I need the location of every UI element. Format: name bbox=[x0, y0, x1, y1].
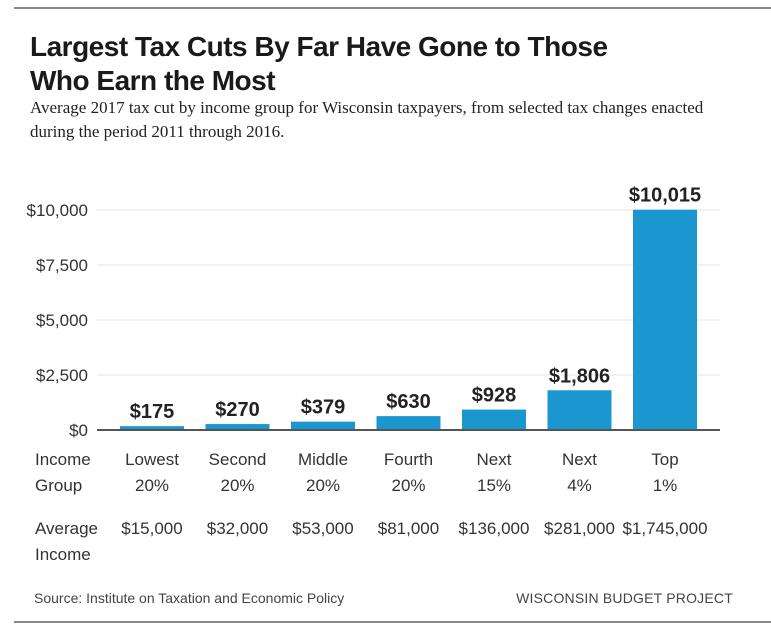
bar bbox=[120, 426, 184, 430]
income-group-label: Income Group bbox=[35, 447, 91, 499]
x-tick-label-line: Second bbox=[208, 450, 267, 469]
data-label: $379 bbox=[301, 397, 346, 419]
source-note: Source: Institute on Taxation and Econom… bbox=[34, 590, 345, 606]
average-income-value: $15,000 bbox=[121, 519, 183, 538]
data-label: $928 bbox=[472, 385, 517, 407]
top-rule bbox=[14, 7, 771, 9]
x-tick-label-line: Lowest bbox=[125, 450, 179, 469]
average-income-value: $81,000 bbox=[377, 519, 440, 538]
bar bbox=[462, 409, 526, 430]
average-income-value: $281,000 bbox=[544, 519, 615, 538]
average-income-value: $53,000 bbox=[292, 519, 354, 538]
x-tick-label-line: 4% bbox=[567, 476, 592, 495]
x-tick-label-line: Fourth bbox=[383, 450, 434, 469]
x-tick-label: Middle 20% bbox=[278, 447, 368, 499]
x-tick-label-line: 15% bbox=[476, 476, 512, 495]
income-group-label-line1: Income bbox=[35, 450, 91, 469]
average-income-label-line1: Average bbox=[35, 519, 99, 538]
bar bbox=[633, 209, 697, 430]
bar bbox=[205, 424, 270, 430]
x-tick-label: Top 1% bbox=[620, 447, 710, 499]
average-income-label-line2: Income bbox=[35, 545, 91, 564]
average-income-value: $32,000 bbox=[206, 519, 269, 538]
average-income-value: $136,000 bbox=[458, 519, 530, 538]
bottom-rule bbox=[14, 621, 771, 623]
y-tick-label: $5,000 bbox=[36, 311, 88, 330]
chart-subtitle: Average 2017 tax cut by income group for… bbox=[30, 98, 704, 141]
x-tick-label-line: Next bbox=[562, 450, 597, 469]
y-tick-label: $10,000 bbox=[27, 201, 88, 220]
x-tick-label-line: 20% bbox=[305, 476, 341, 495]
bar bbox=[291, 421, 355, 430]
x-tick-label: Second 20% bbox=[193, 447, 283, 499]
x-tick-label-line: Next bbox=[476, 450, 512, 469]
data-label: $10,015 bbox=[629, 185, 701, 207]
x-tick-label-line: 20% bbox=[134, 476, 170, 495]
bar bbox=[376, 416, 441, 430]
data-label: $270 bbox=[215, 399, 260, 421]
x-tick-label-line: 1% bbox=[652, 476, 678, 495]
data-label: $1,806 bbox=[549, 365, 610, 387]
data-label: $630 bbox=[386, 391, 431, 413]
x-tick-label-line: Top bbox=[651, 450, 679, 469]
bar bbox=[547, 390, 612, 430]
average-income-label: Average Income bbox=[35, 516, 98, 568]
data-label: $175 bbox=[130, 401, 175, 423]
y-tick-label: $7,500 bbox=[36, 256, 88, 275]
y-tick-label: $2,500 bbox=[36, 366, 88, 385]
x-tick-label: Fourth 20% bbox=[364, 447, 454, 499]
x-tick-label-line: Middle bbox=[297, 450, 349, 469]
organization-name: WISCONSIN BUDGET PROJECT bbox=[516, 590, 733, 606]
x-tick-label-line: 20% bbox=[391, 476, 426, 495]
x-tick-label: Next 4% bbox=[535, 447, 625, 499]
average-income-value: $1,745,000 bbox=[622, 519, 708, 538]
x-tick-label: Next 15% bbox=[449, 447, 539, 499]
x-tick-label-line: 20% bbox=[220, 476, 255, 495]
chart-title: Largest Tax Cuts By Far Have Gone to Tho… bbox=[30, 31, 608, 96]
income-group-label-line2: Group bbox=[35, 476, 83, 495]
y-tick-label: $0 bbox=[69, 421, 88, 440]
x-tick-label: Lowest 20% bbox=[107, 447, 197, 499]
